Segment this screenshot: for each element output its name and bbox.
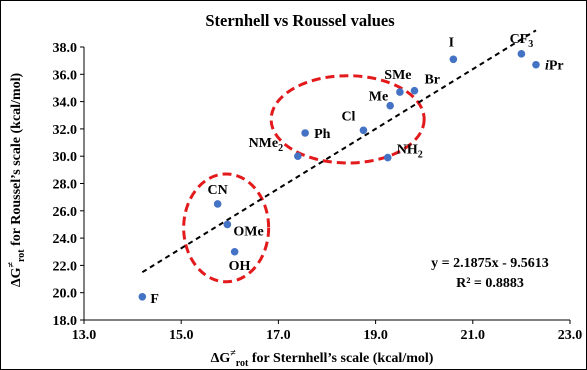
point-label: I [449, 35, 454, 50]
data-point [138, 292, 147, 301]
point-label: CN [208, 183, 228, 198]
data-point [532, 60, 540, 69]
x-axis-label: ΔG≠rot for Sternhell’s scale (kcal/mol) [211, 348, 434, 369]
highlight-ellipse [182, 172, 271, 284]
data-point [517, 50, 526, 58]
data-point [359, 126, 368, 135]
y-tick-labels: 18.0 20.0 22.0 24.0 26.0 28.0 30.0 32.0 34.0 36.0… [53, 41, 78, 329]
axes [80, 46, 571, 324]
point-label: SMe [384, 68, 411, 83]
x-tick-label: 23.0 [558, 328, 583, 343]
data-point [386, 101, 394, 110]
data-point [396, 88, 404, 96]
point-label: CF3 [510, 32, 534, 50]
y-tick-label: 28.0 [53, 178, 78, 193]
y-tick-label: 26.0 [53, 205, 78, 220]
x-tick-labels: 13.0 15.0 17.0 19.0 21.0 23.0 [72, 328, 583, 343]
x-tick-label: 21.0 [461, 328, 486, 343]
y-tick-label: 34.0 [53, 96, 78, 111]
y-tick-label: 38.0 [53, 41, 78, 56]
x-tick-label: 15.0 [169, 328, 194, 343]
y-tick-label: 32.0 [53, 123, 78, 138]
r-squared-label: R² = 0.8883 [456, 276, 524, 291]
chart-title: Sternhell vs Roussel values [205, 11, 395, 30]
trendline-equation: y = 2.1875x - 9.5613 [431, 256, 549, 271]
data-point [301, 129, 309, 137]
point-label: OMe [233, 224, 263, 239]
point-label: OH [229, 259, 251, 274]
point-label: NH2 [397, 143, 423, 161]
y-tick-label: 20.0 [53, 287, 78, 302]
y-tick-label: 18.0 [53, 314, 78, 329]
point-label: Me [369, 90, 388, 105]
x-tick-label: 17.0 [266, 328, 291, 343]
point-label: F [150, 292, 159, 307]
highlight-ellipses [182, 74, 426, 284]
y-tick-label: 36.0 [53, 68, 78, 83]
data-points [138, 50, 540, 301]
data-point [410, 86, 419, 95]
data-point [294, 152, 302, 160]
point-label: NMe2 [249, 136, 284, 154]
point-label: Br [424, 73, 440, 88]
x-tick-label: 13.0 [72, 328, 97, 343]
point-label: iPr [545, 59, 564, 74]
point-label: Ph [314, 127, 331, 142]
y-tick-label: 30.0 [53, 150, 78, 165]
data-point [213, 200, 222, 208]
data-point [223, 220, 232, 229]
point-labels: F CN OMe OH NMe2 Ph Cl NH2 Me SMe Br I CF3 iPr [150, 32, 563, 307]
x-tick-label: 19.0 [363, 328, 388, 343]
highlight-ellipse [269, 74, 426, 165]
point-label: Cl [341, 109, 355, 124]
data-point [449, 55, 458, 64]
y-axis-label: ΔG≠rot for Roussel’s scale (kcal/mol) [6, 73, 27, 288]
y-tick-label: 24.0 [53, 232, 78, 247]
y-tick-label: 22.0 [53, 259, 78, 274]
data-point [383, 153, 392, 162]
data-point [230, 247, 239, 256]
